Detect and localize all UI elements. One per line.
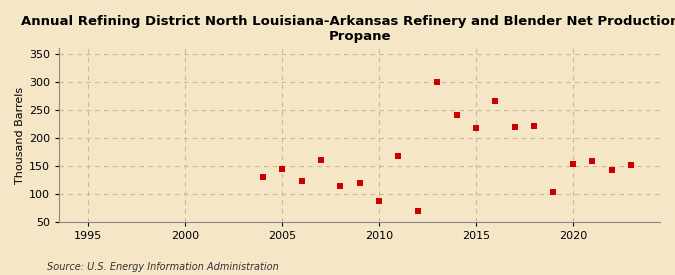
Point [490, 99, 501, 104]
Point [412, 208, 423, 213]
Point [277, 166, 288, 171]
Y-axis label: Thousand Barrels: Thousand Barrels [15, 86, 25, 184]
Point [257, 175, 268, 179]
Point [296, 179, 307, 184]
Point [509, 125, 520, 129]
Point [626, 163, 637, 167]
Point [606, 167, 617, 172]
Point [548, 190, 559, 194]
Point [568, 162, 578, 166]
Point [432, 80, 443, 84]
Point [587, 159, 597, 164]
Text: Source: U.S. Energy Information Administration: Source: U.S. Energy Information Administ… [47, 262, 279, 272]
Point [315, 158, 326, 163]
Point [374, 199, 385, 203]
Point [335, 184, 346, 189]
Point [354, 180, 365, 185]
Point [529, 123, 539, 128]
Point [393, 153, 404, 158]
Title: Annual Refining District North Louisiana-Arkansas Refinery and Blender Net Produ: Annual Refining District North Louisiana… [21, 15, 675, 43]
Point [470, 126, 481, 130]
Point [451, 113, 462, 118]
